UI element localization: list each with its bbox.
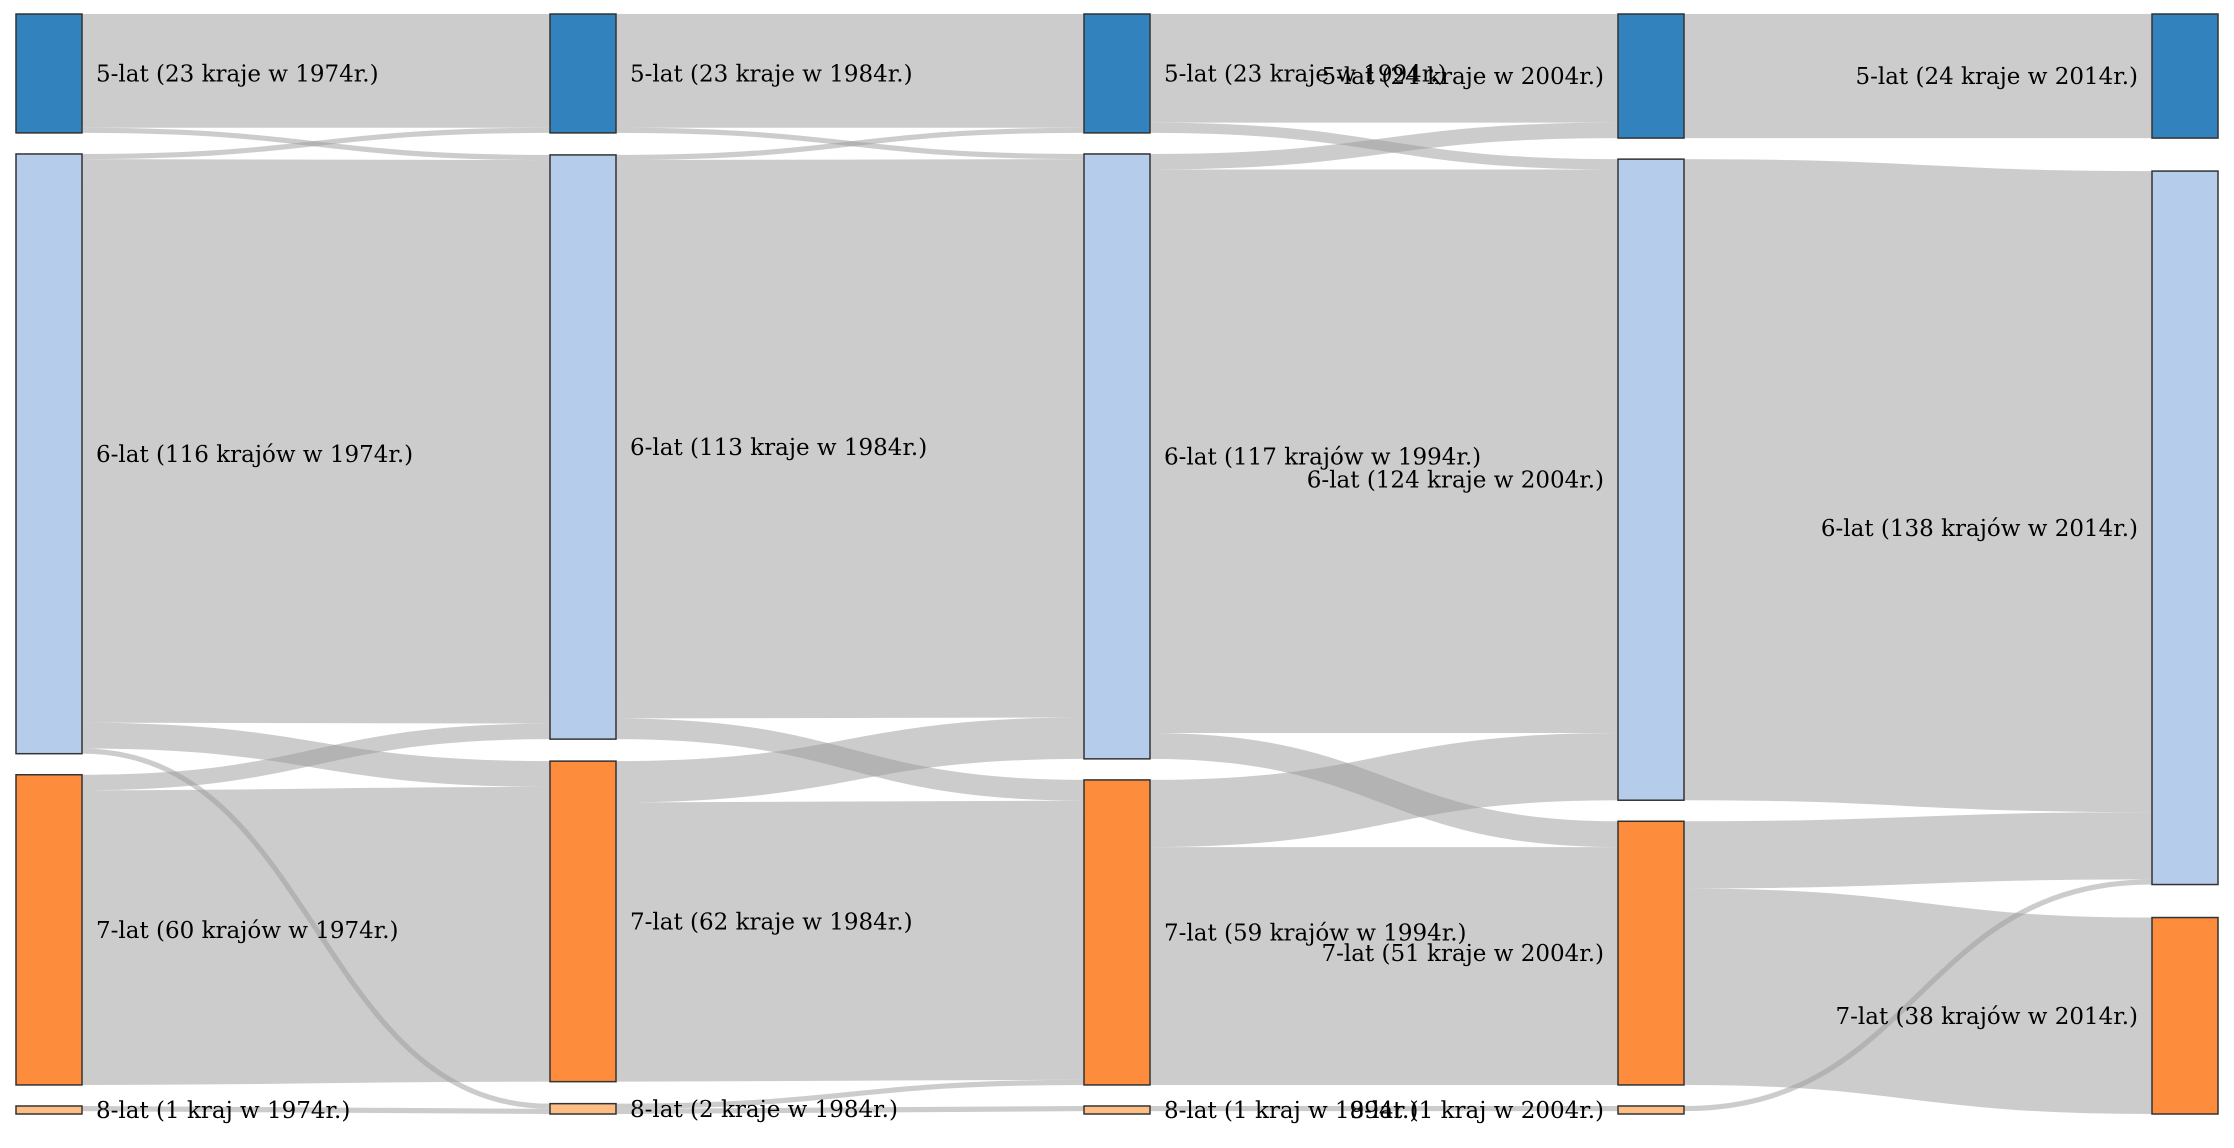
node-rect-5-2004 <box>1617 13 1685 139</box>
node-6-1994 <box>1083 153 1151 760</box>
node-label-6-1994: 6-lat (117 krajów w 1994r.) <box>1164 444 1481 470</box>
link-7-1984-to-6-1994 <box>615 717 1085 803</box>
node-label-6-2004: 6-lat (124 kraje w 2004r.) <box>1307 468 1604 494</box>
node-label-5-1984: 5-lat (23 kraje w 1984r.) <box>630 62 913 88</box>
link-7-1994-to-6-2004 <box>1149 733 1619 848</box>
node-rect-5-1994 <box>1083 13 1151 134</box>
link-8-1984-to-8-1994 <box>615 1105 1085 1115</box>
link-6-1974-to-5-1984 <box>81 127 551 160</box>
node-6-1984 <box>549 154 617 740</box>
node-8-1984 <box>549 1102 617 1115</box>
node-label-5-1974: 5-lat (23 kraje w 1974r.) <box>96 62 379 88</box>
link-7-1984-to-7-1994 <box>615 800 1085 1082</box>
node-label-8-2004: 8-lat (1 kraj w 2004r.) <box>1350 1098 1604 1124</box>
node-7-1974 <box>15 773 83 1086</box>
link-7-1974-to-7-1984 <box>81 786 551 1085</box>
node-rect-6-1984 <box>549 154 617 740</box>
node-rect-8-1994 <box>1083 1105 1151 1115</box>
link-7-1974-to-6-1984 <box>81 723 551 791</box>
node-7-1984 <box>549 760 617 1083</box>
node-rect-6-2014 <box>2151 170 2219 886</box>
node-rect-6-2004 <box>1617 158 1685 801</box>
link-6-1994-to-5-2004 <box>1149 122 1619 170</box>
links-layer <box>81 13 2153 1115</box>
link-6-1974-to-6-1984 <box>81 159 551 724</box>
node-8-1974 <box>15 1105 83 1115</box>
node-6-1974 <box>15 153 83 755</box>
node-label-5-2014: 5-lat (24 kraje w 2014r.) <box>1855 64 2138 90</box>
node-rect-7-2004 <box>1617 820 1685 1086</box>
node-rect-5-1984 <box>549 13 617 134</box>
node-rect-8-1974 <box>15 1105 83 1115</box>
node-label-7-2004: 7-lat (51 kraje w 2004r.) <box>1321 941 1604 967</box>
node-8-1994 <box>1083 1105 1151 1115</box>
node-label-5-2004: 5-lat (24 kraje w 2004r.) <box>1321 64 1604 90</box>
node-5-2014 <box>2151 13 2219 139</box>
node-rect-6-1974 <box>15 153 83 755</box>
node-label-8-1994: 8-lat (1 kraj w 1994r.) <box>1164 1098 1418 1124</box>
node-label-7-1974: 7-lat (60 krajów w 1974r.) <box>96 918 398 944</box>
node-rect-8-2004 <box>1617 1105 1685 1115</box>
node-label-7-1994: 7-lat (59 krajów w 1994r.) <box>1164 920 1466 946</box>
node-rect-7-1974 <box>15 773 83 1086</box>
node-5-1974 <box>15 13 83 134</box>
node-7-1994 <box>1083 779 1151 1086</box>
node-label-6-2014: 6-lat (138 krajów w 2014r.) <box>1821 516 2138 542</box>
node-rect-5-2014 <box>2151 13 2219 139</box>
node-label-7-2014: 7-lat (38 krajów w 2014r.) <box>1836 1004 2138 1030</box>
link-8-2004-to-6-2014 <box>1683 879 2153 1112</box>
node-7-2004 <box>1617 820 1685 1086</box>
link-6-1984-to-5-1994 <box>615 127 1085 161</box>
node-label-6-1974: 6-lat (116 krajów w 1974r.) <box>96 442 413 468</box>
node-7-2014 <box>2151 916 2219 1115</box>
node-rect-7-1994 <box>1083 779 1151 1086</box>
node-rect-6-1994 <box>1083 153 1151 760</box>
node-6-2014 <box>2151 170 2219 886</box>
link-7-2004-to-7-2014 <box>1683 888 2153 1114</box>
link-6-1984-to-6-1994 <box>615 159 1085 719</box>
node-label-8-1974: 8-lat (1 kraj w 1974r.) <box>96 1098 350 1124</box>
node-5-2004 <box>1617 13 1685 139</box>
node-6-2004 <box>1617 158 1685 801</box>
node-5-1984 <box>549 13 617 134</box>
node-rect-8-1984 <box>549 1102 617 1115</box>
node-label-6-1984: 6-lat (113 kraje w 1984r.) <box>630 435 927 461</box>
link-7-2004-to-6-2014 <box>1683 812 2153 889</box>
node-5-1994 <box>1083 13 1151 134</box>
node-label-7-1984: 7-lat (62 kraje w 1984r.) <box>630 909 913 935</box>
node-label-8-1984: 8-lat (2 kraje w 1984r.) <box>630 1097 898 1123</box>
link-6-2004-to-6-2014 <box>1683 159 2153 813</box>
node-rect-7-1984 <box>549 760 617 1083</box>
nodes-layer <box>15 13 2219 1115</box>
node-label-5-1994: 5-lat (23 kraje w 1994r.) <box>1164 62 1447 88</box>
node-8-2004 <box>1617 1105 1685 1115</box>
link-8-1984-to-7-1994 <box>615 1079 1085 1109</box>
labels-layer: 5-lat (23 kraje w 1974r.) 6-lat (116 kraj… <box>96 62 2138 1125</box>
link-8-1974-to-8-1984 <box>81 1105 551 1115</box>
node-rect-7-2014 <box>2151 916 2219 1115</box>
node-rect-5-1974 <box>15 13 83 134</box>
